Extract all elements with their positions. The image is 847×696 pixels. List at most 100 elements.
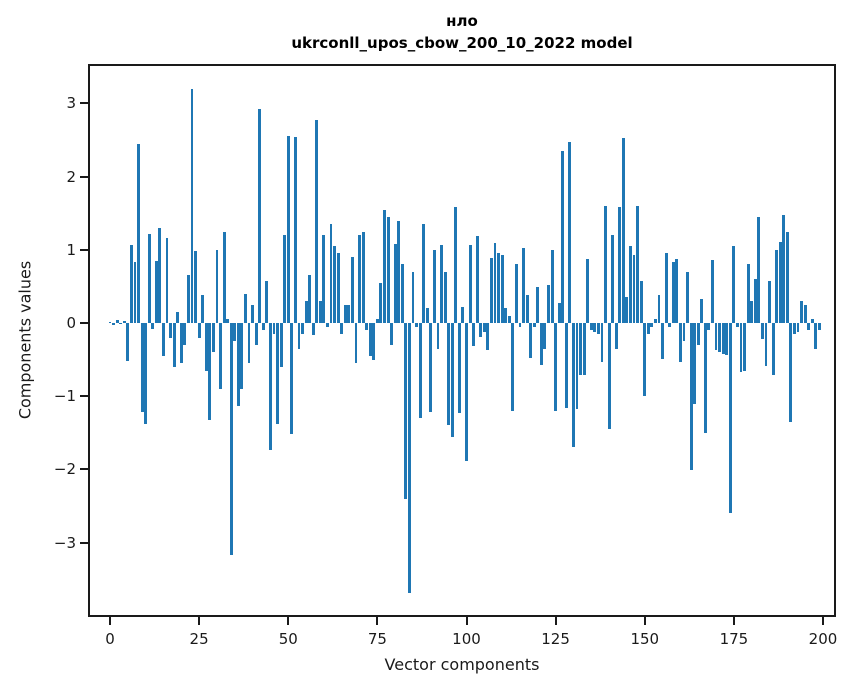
bar bbox=[465, 323, 468, 462]
bar bbox=[814, 323, 818, 349]
bar bbox=[668, 323, 672, 327]
bar bbox=[440, 244, 443, 323]
bar bbox=[793, 323, 796, 334]
bar bbox=[194, 251, 197, 323]
bar bbox=[643, 323, 647, 397]
bar bbox=[750, 301, 754, 323]
bar bbox=[475, 235, 479, 323]
bar bbox=[229, 323, 233, 556]
x-tick-label: 125 bbox=[541, 630, 570, 648]
bar bbox=[771, 323, 775, 375]
bar bbox=[368, 323, 372, 356]
bar bbox=[115, 320, 119, 323]
bar bbox=[425, 308, 429, 323]
bar bbox=[511, 323, 515, 411]
bar bbox=[211, 323, 215, 353]
bar bbox=[290, 323, 294, 435]
bar bbox=[550, 249, 554, 323]
bar bbox=[215, 249, 219, 323]
bar bbox=[657, 295, 661, 323]
bar bbox=[486, 323, 490, 351]
bar bbox=[529, 323, 533, 359]
x-tick-label: 150 bbox=[630, 630, 660, 648]
bar bbox=[137, 143, 140, 323]
bar bbox=[286, 136, 290, 323]
bar bbox=[432, 249, 436, 323]
bar bbox=[276, 323, 279, 425]
chart-title: нло bbox=[446, 12, 478, 30]
x-tick-mark bbox=[376, 617, 379, 625]
bar bbox=[393, 243, 397, 323]
bar bbox=[807, 323, 811, 331]
y-tick-label: 2 bbox=[66, 167, 76, 186]
bar bbox=[358, 235, 361, 323]
bar bbox=[219, 323, 222, 389]
bar bbox=[201, 295, 205, 323]
bar bbox=[490, 257, 493, 323]
bar bbox=[782, 214, 786, 323]
bar bbox=[222, 231, 226, 323]
bar bbox=[760, 323, 764, 340]
bar bbox=[350, 257, 354, 323]
bar bbox=[122, 320, 126, 323]
y-tick-mark bbox=[80, 248, 88, 251]
bar bbox=[322, 235, 326, 323]
bar bbox=[518, 323, 522, 327]
bar bbox=[728, 323, 732, 513]
y-tick-label: 1 bbox=[66, 240, 76, 259]
bar bbox=[636, 205, 640, 323]
bar bbox=[682, 323, 686, 342]
bar bbox=[386, 216, 390, 323]
bar bbox=[664, 253, 668, 323]
bar bbox=[472, 323, 476, 347]
bar bbox=[561, 150, 565, 323]
bar bbox=[575, 323, 579, 409]
bar bbox=[158, 227, 162, 323]
bar bbox=[283, 235, 287, 323]
bar bbox=[525, 295, 529, 323]
bar bbox=[547, 284, 550, 323]
bar bbox=[261, 323, 265, 331]
bar bbox=[671, 261, 675, 323]
bar bbox=[700, 298, 704, 323]
bar bbox=[279, 323, 283, 367]
y-tick-label: −3 bbox=[53, 533, 76, 552]
bar bbox=[318, 301, 322, 323]
bar bbox=[479, 323, 483, 337]
bar bbox=[689, 323, 693, 471]
bar bbox=[522, 248, 525, 323]
bar bbox=[183, 323, 187, 345]
x-tick-mark bbox=[287, 617, 290, 625]
bar bbox=[343, 304, 347, 323]
bar bbox=[179, 323, 183, 364]
y-tick-mark bbox=[80, 175, 88, 178]
bar bbox=[308, 274, 312, 323]
bar bbox=[796, 323, 800, 332]
bar bbox=[621, 137, 625, 323]
bar bbox=[650, 323, 654, 327]
x-tick-label: 75 bbox=[367, 630, 387, 648]
bar bbox=[454, 207, 458, 323]
bar bbox=[233, 323, 237, 342]
bar bbox=[329, 224, 333, 323]
bar bbox=[443, 271, 447, 323]
y-tick-mark bbox=[80, 322, 88, 324]
bar bbox=[500, 254, 504, 323]
bar bbox=[383, 209, 386, 323]
bar bbox=[397, 220, 401, 323]
x-tick-label: 0 bbox=[105, 630, 115, 648]
bar bbox=[429, 323, 433, 413]
bar bbox=[678, 323, 682, 362]
bar bbox=[746, 263, 750, 323]
bar bbox=[129, 244, 133, 323]
bar bbox=[721, 323, 725, 354]
bar bbox=[632, 254, 636, 323]
x-tick-mark bbox=[643, 617, 646, 625]
bar bbox=[450, 323, 454, 438]
bar bbox=[176, 312, 180, 323]
bar bbox=[436, 323, 440, 349]
bar bbox=[197, 323, 201, 338]
bar bbox=[112, 323, 115, 326]
bar bbox=[817, 323, 821, 331]
